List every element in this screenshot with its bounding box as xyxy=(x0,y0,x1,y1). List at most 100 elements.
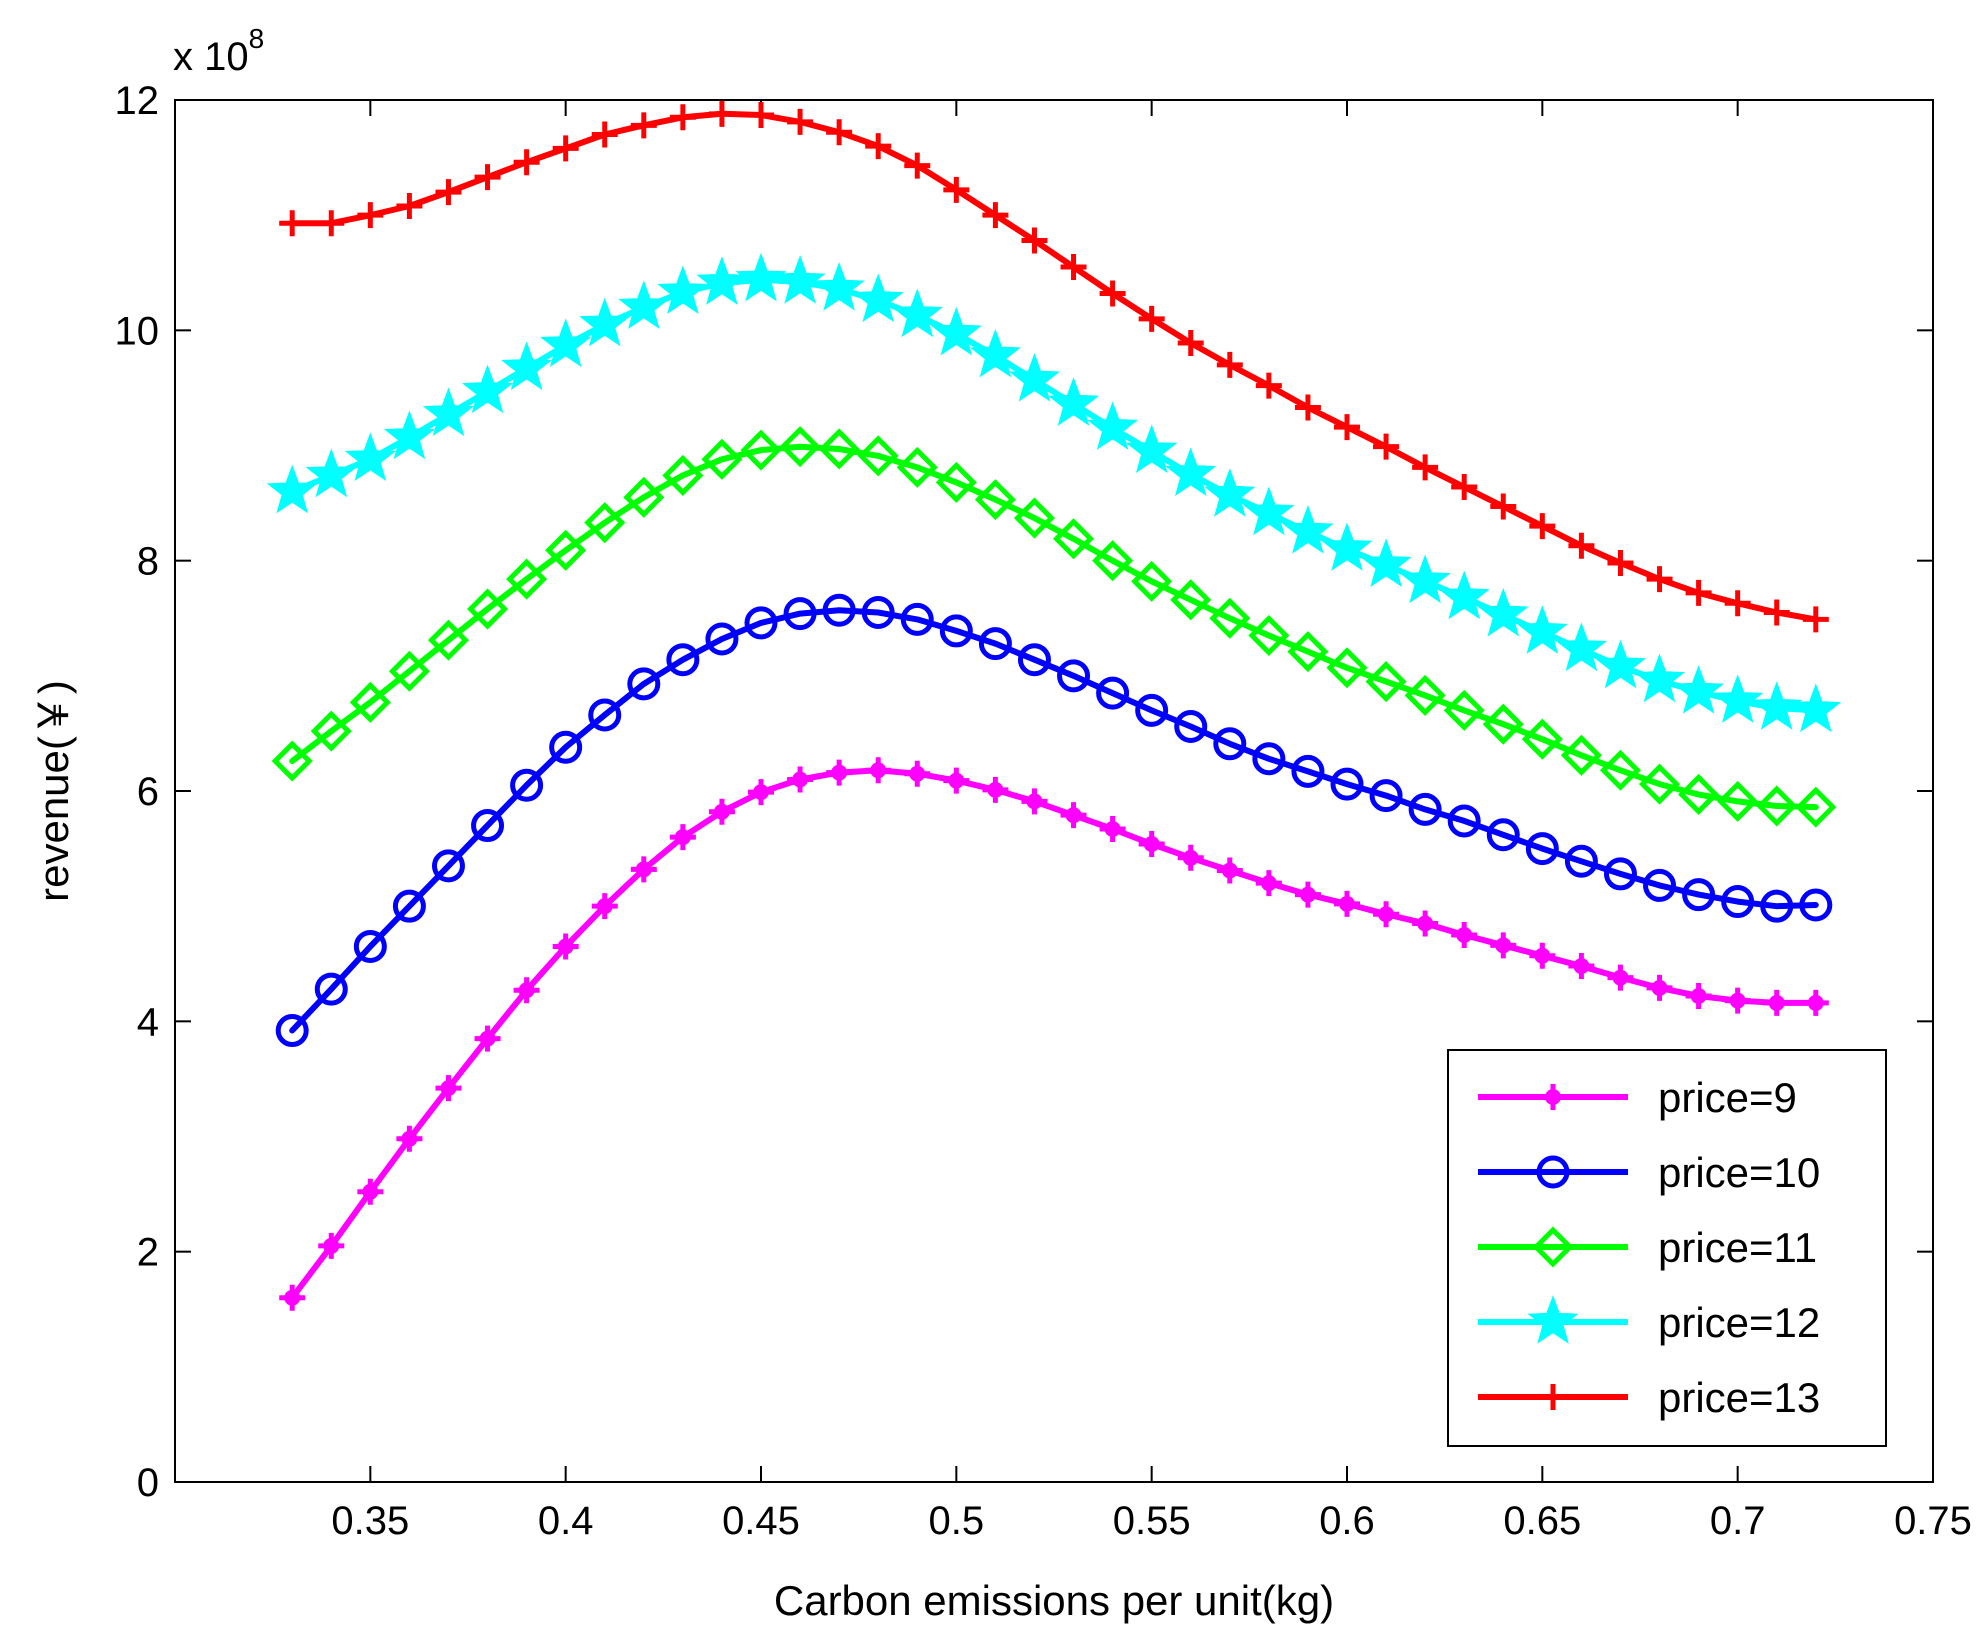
data-point xyxy=(669,824,696,851)
data-point xyxy=(1373,433,1400,460)
data-point xyxy=(431,849,465,883)
data-point xyxy=(1568,532,1595,559)
data-point xyxy=(1451,921,1478,948)
data-point xyxy=(279,210,306,237)
x-tick-label: 0.5 xyxy=(929,1499,985,1543)
data-point xyxy=(779,426,821,468)
data-point xyxy=(708,798,735,825)
data-point xyxy=(1282,505,1334,554)
legend-marker xyxy=(1532,1226,1574,1268)
data-point xyxy=(305,448,357,498)
data-point xyxy=(513,977,540,1004)
data-point xyxy=(1682,878,1716,912)
data-point xyxy=(1795,786,1837,828)
data-point xyxy=(318,1232,345,1259)
series-line xyxy=(289,443,1819,811)
data-point xyxy=(501,341,553,391)
data-point xyxy=(510,768,544,802)
marker-dot xyxy=(323,1237,340,1254)
data-point xyxy=(1643,868,1677,902)
data-point xyxy=(1607,549,1634,576)
data-point xyxy=(591,893,618,920)
data-point xyxy=(1165,447,1217,497)
y-axis-exponent-prefix: x 10 xyxy=(173,35,249,79)
data-point xyxy=(630,112,657,139)
marker-dot xyxy=(713,803,730,820)
data-point xyxy=(1170,579,1212,621)
data-point xyxy=(1330,767,1364,801)
data-point xyxy=(740,429,782,471)
data-point xyxy=(1594,639,1647,689)
data-point xyxy=(1213,727,1247,761)
data-point xyxy=(588,698,622,732)
data-point xyxy=(1763,989,1790,1016)
data-point xyxy=(969,328,1021,378)
data-point xyxy=(826,119,853,146)
data-point xyxy=(1174,710,1208,744)
data-point xyxy=(1252,742,1286,776)
data-point xyxy=(669,104,696,131)
data-point xyxy=(943,767,970,794)
marker-dot xyxy=(1545,1089,1561,1105)
marker-dot xyxy=(987,781,1004,798)
y-tick-label: 10 xyxy=(115,309,160,353)
data-point xyxy=(1294,881,1321,908)
data-point xyxy=(1099,816,1126,843)
marker-dot xyxy=(1690,987,1707,1004)
x-tick-label: 0.55 xyxy=(1113,1499,1191,1543)
y-tick-label: 2 xyxy=(137,1231,159,1275)
data-point xyxy=(549,730,583,764)
x-axis-title: Carbon emissions per unit(kg) xyxy=(774,1577,1334,1624)
data-point xyxy=(1334,890,1360,917)
data-point xyxy=(618,280,670,330)
marker-dot xyxy=(1456,926,1473,943)
data-point xyxy=(1021,227,1048,254)
series-price-10 xyxy=(275,593,1833,1048)
data-point xyxy=(1760,889,1794,923)
series-price-12 xyxy=(266,252,1842,733)
data-point xyxy=(1477,587,1529,637)
data-point xyxy=(545,529,587,571)
data-point xyxy=(1255,870,1282,897)
data-point xyxy=(787,766,814,793)
data-point xyxy=(474,164,501,191)
data-point xyxy=(744,606,778,640)
data-point xyxy=(1017,643,1051,677)
legend: price=9 price=10 price=11 price=12 price=13 xyxy=(1447,1049,1887,1447)
data-point xyxy=(748,101,774,128)
data-point xyxy=(630,856,657,883)
x-tick-label: 0.6 xyxy=(1319,1499,1375,1543)
data-point xyxy=(935,461,977,503)
data-point xyxy=(1564,844,1598,878)
data-point xyxy=(1717,780,1759,822)
data-point xyxy=(787,108,814,135)
marker-dot xyxy=(1495,937,1512,954)
data-point xyxy=(666,643,700,677)
marker-dot xyxy=(518,982,535,999)
data-point xyxy=(701,438,743,480)
x-tick-label: 0.45 xyxy=(722,1499,800,1543)
x-tick-label: 0.4 xyxy=(538,1499,594,1543)
data-point xyxy=(657,265,709,315)
data-point xyxy=(735,252,787,302)
data-point xyxy=(1724,590,1751,617)
data-point xyxy=(422,387,475,437)
marker-dot xyxy=(1065,807,1082,824)
marker-dot xyxy=(1182,849,1199,866)
data-point xyxy=(1060,253,1087,280)
series-line xyxy=(289,276,1819,714)
data-point xyxy=(696,256,748,305)
marker-dot xyxy=(440,1080,457,1097)
data-point xyxy=(396,192,423,219)
data-point xyxy=(1673,665,1725,714)
data-point xyxy=(943,176,970,203)
data-point xyxy=(552,933,579,960)
data-point xyxy=(1013,497,1056,539)
data-point xyxy=(1243,486,1295,536)
marker-dot xyxy=(1534,947,1551,964)
data-point xyxy=(1047,377,1100,426)
data-point xyxy=(1646,974,1673,1001)
x-tick-labels: 0.35 0.4 0.45 0.5 0.55 0.6 0.65 0.7 0.75 xyxy=(331,1499,1972,1543)
y-tick-label: 12 xyxy=(115,79,160,123)
data-point xyxy=(1399,554,1451,604)
